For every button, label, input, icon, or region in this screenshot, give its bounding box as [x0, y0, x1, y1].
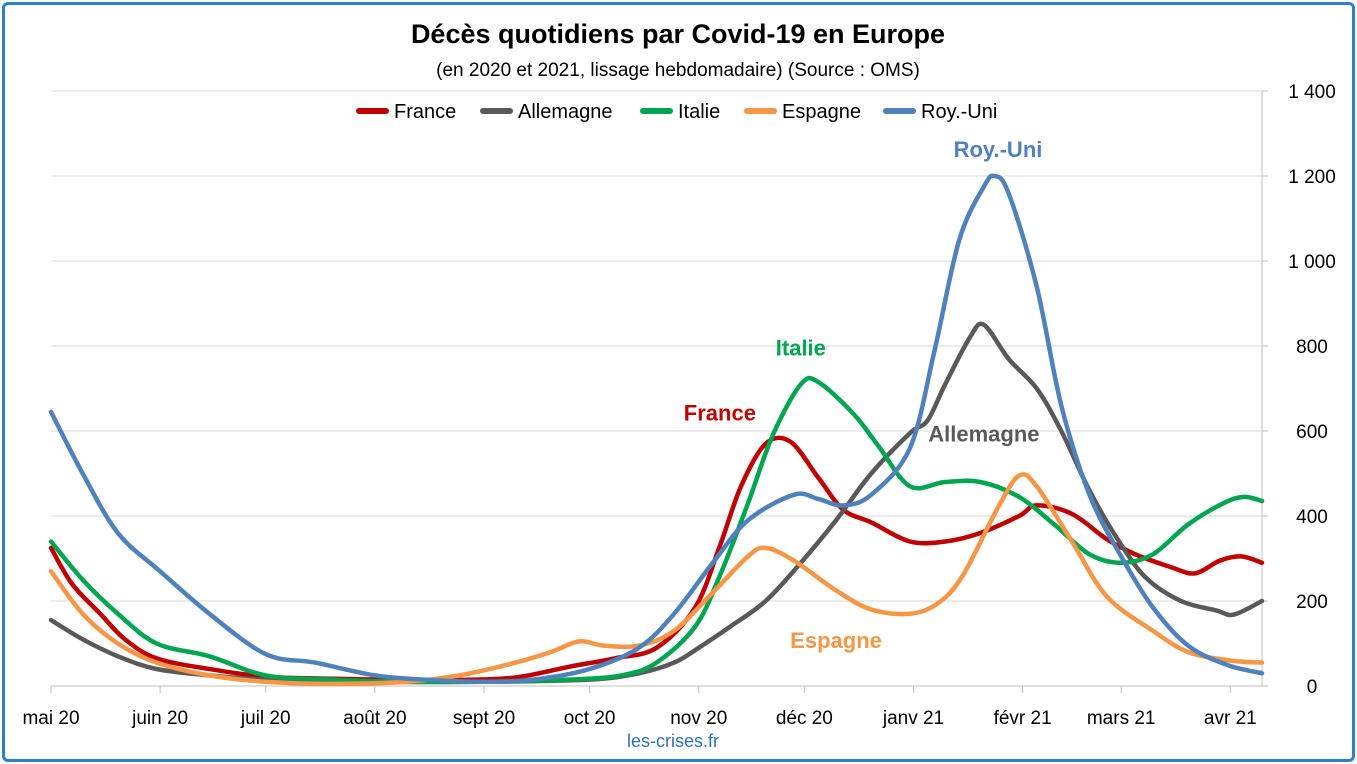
x-tick-label: avr 21 — [1204, 708, 1257, 729]
chart-title: Décès quotidiens par Covid-19 en Europe — [411, 19, 945, 49]
y-tick-label: 800 — [1296, 337, 1328, 358]
annotation-italie: Italie — [776, 335, 826, 360]
series-line-italie — [48, 375, 1265, 685]
axes: 0 200 400 600 800 1 000 1 200 1 400 mai 20 juin 2… — [22, 82, 1335, 729]
series-line-espagne — [48, 472, 1265, 687]
y-tick-label: 0 — [1307, 677, 1318, 698]
legend-label-france: France — [394, 101, 456, 123]
series-annotations: France Allemagne Italie Espagne Roy.-Uni — [684, 137, 1043, 653]
series-line-allemagne — [48, 321, 1265, 685]
legend-label-roy-uni: Roy.-Uni — [921, 101, 997, 123]
y-tick-label: 1 400 — [1288, 82, 1336, 103]
source-note: les-crises.fr — [627, 731, 719, 751]
x-tick-label: juil 20 — [240, 708, 291, 729]
x-tick-label: nov 20 — [670, 708, 727, 729]
x-tick-label: mars 21 — [1087, 708, 1156, 729]
x-tick-label: oct 20 — [564, 708, 616, 729]
annotation-espagne: Espagne — [790, 628, 882, 653]
y-tick-label: 1 200 — [1288, 167, 1336, 188]
legend: France Allemagne Italie Espagne Roy.-Uni — [356, 101, 997, 123]
legend-label-allemagne: Allemagne — [518, 101, 613, 123]
legend-label-espagne: Espagne — [782, 101, 861, 123]
legend-label-italie: Italie — [678, 101, 720, 123]
y-tick-label: 1 000 — [1288, 252, 1336, 273]
x-tick-label: déc 20 — [776, 708, 833, 729]
x-tick-label: mai 20 — [22, 708, 79, 729]
x-tick-label: août 20 — [343, 708, 406, 729]
annotation-france: France — [684, 400, 756, 425]
x-tick-label: juin 20 — [131, 708, 188, 729]
annotation-allemagne: Allemagne — [928, 422, 1039, 447]
y-tick-label: 200 — [1296, 592, 1328, 613]
x-tick-label: janv 21 — [882, 708, 944, 729]
y-tick-label: 600 — [1296, 422, 1328, 443]
x-tick-label: févr 21 — [994, 708, 1052, 729]
annotation-roy-uni: Roy.-Uni — [954, 137, 1043, 162]
series-lines — [48, 173, 1265, 687]
chart-subtitle: (en 2020 et 2021, lissage hebdomadaire) … — [436, 60, 920, 81]
series-line-roy-uni — [48, 173, 1265, 685]
x-tick-label: sept 20 — [453, 708, 515, 729]
y-tick-label: 400 — [1296, 507, 1328, 528]
gridlines — [51, 90, 1262, 602]
